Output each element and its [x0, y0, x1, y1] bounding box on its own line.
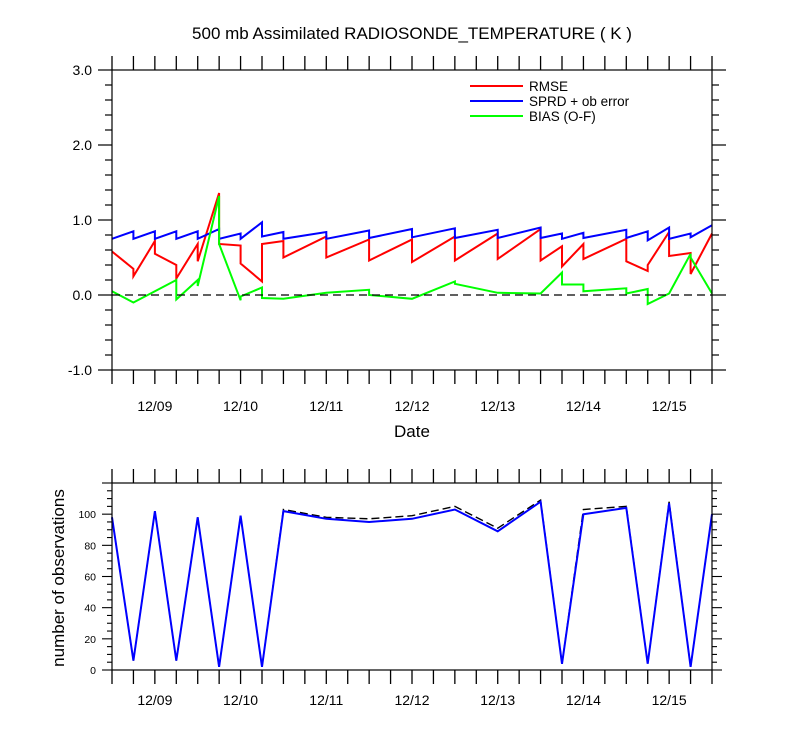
y-tick-label: 40 [84, 603, 96, 615]
series-line-rmse [111, 192, 713, 284]
x-tick-label: 12/09 [137, 692, 172, 708]
y-tick-label: 20 [84, 634, 96, 646]
x-tick-label: 12/15 [652, 692, 687, 708]
legend-label: SPRD + ob error [529, 94, 630, 109]
x-tick-label: 12/15 [652, 398, 687, 414]
x-tick-label: 12/12 [394, 692, 429, 708]
x-tick-label: 12/14 [566, 692, 601, 708]
obs-line-total [111, 498, 713, 667]
x-tick-label: 12/13 [480, 692, 515, 708]
y-tick-label: -1.0 [68, 362, 92, 378]
y-tick-label: 80 [84, 540, 96, 552]
x-tick-label: 12/11 [309, 692, 343, 708]
legend-label: BIAS (O-F) [529, 109, 596, 124]
bottom-chart-ylabel: number of observations [49, 489, 68, 667]
bottom-plot-frame [111, 482, 713, 671]
top-chart-title: 500 mb Assimilated RADIOSONDE_TEMPERATUR… [192, 24, 632, 43]
legend-label: RMSE [529, 79, 568, 94]
y-tick-label: 1.0 [73, 212, 93, 228]
x-tick-label: 12/13 [480, 398, 515, 414]
x-tick-label: 12/11 [309, 398, 343, 414]
x-tick-label: 12/12 [394, 398, 429, 414]
obs-line-assimilated [111, 499, 713, 668]
y-tick-label: 2.0 [73, 137, 93, 153]
x-tick-label: 12/09 [137, 398, 172, 414]
y-tick-label: 0.0 [73, 287, 93, 303]
x-tick-label: 12/10 [223, 692, 258, 708]
y-tick-label: 3.0 [73, 62, 93, 78]
series-line-sprd-ob-error [111, 220, 713, 243]
bottom-plot-area: 12/09 12/10 12/11 12/12 12/13 12/14 12/15 0 20 40… [78, 469, 722, 708]
y-tick-label: 0 [90, 665, 96, 677]
x-tick-label: 12/14 [566, 398, 601, 414]
top-plot-frame [111, 69, 713, 371]
top-plot-area: 12/09 12/10 12/11 12/12 12/13 12/14 12/15 -1.0 0… [68, 56, 726, 414]
series-line-bias-o-f [111, 195, 713, 306]
y-tick-label: 100 [78, 509, 96, 521]
top-chart-xlabel: Date [394, 422, 430, 441]
x-tick-label: 12/10 [223, 398, 258, 414]
y-tick-label: 60 [84, 572, 96, 584]
